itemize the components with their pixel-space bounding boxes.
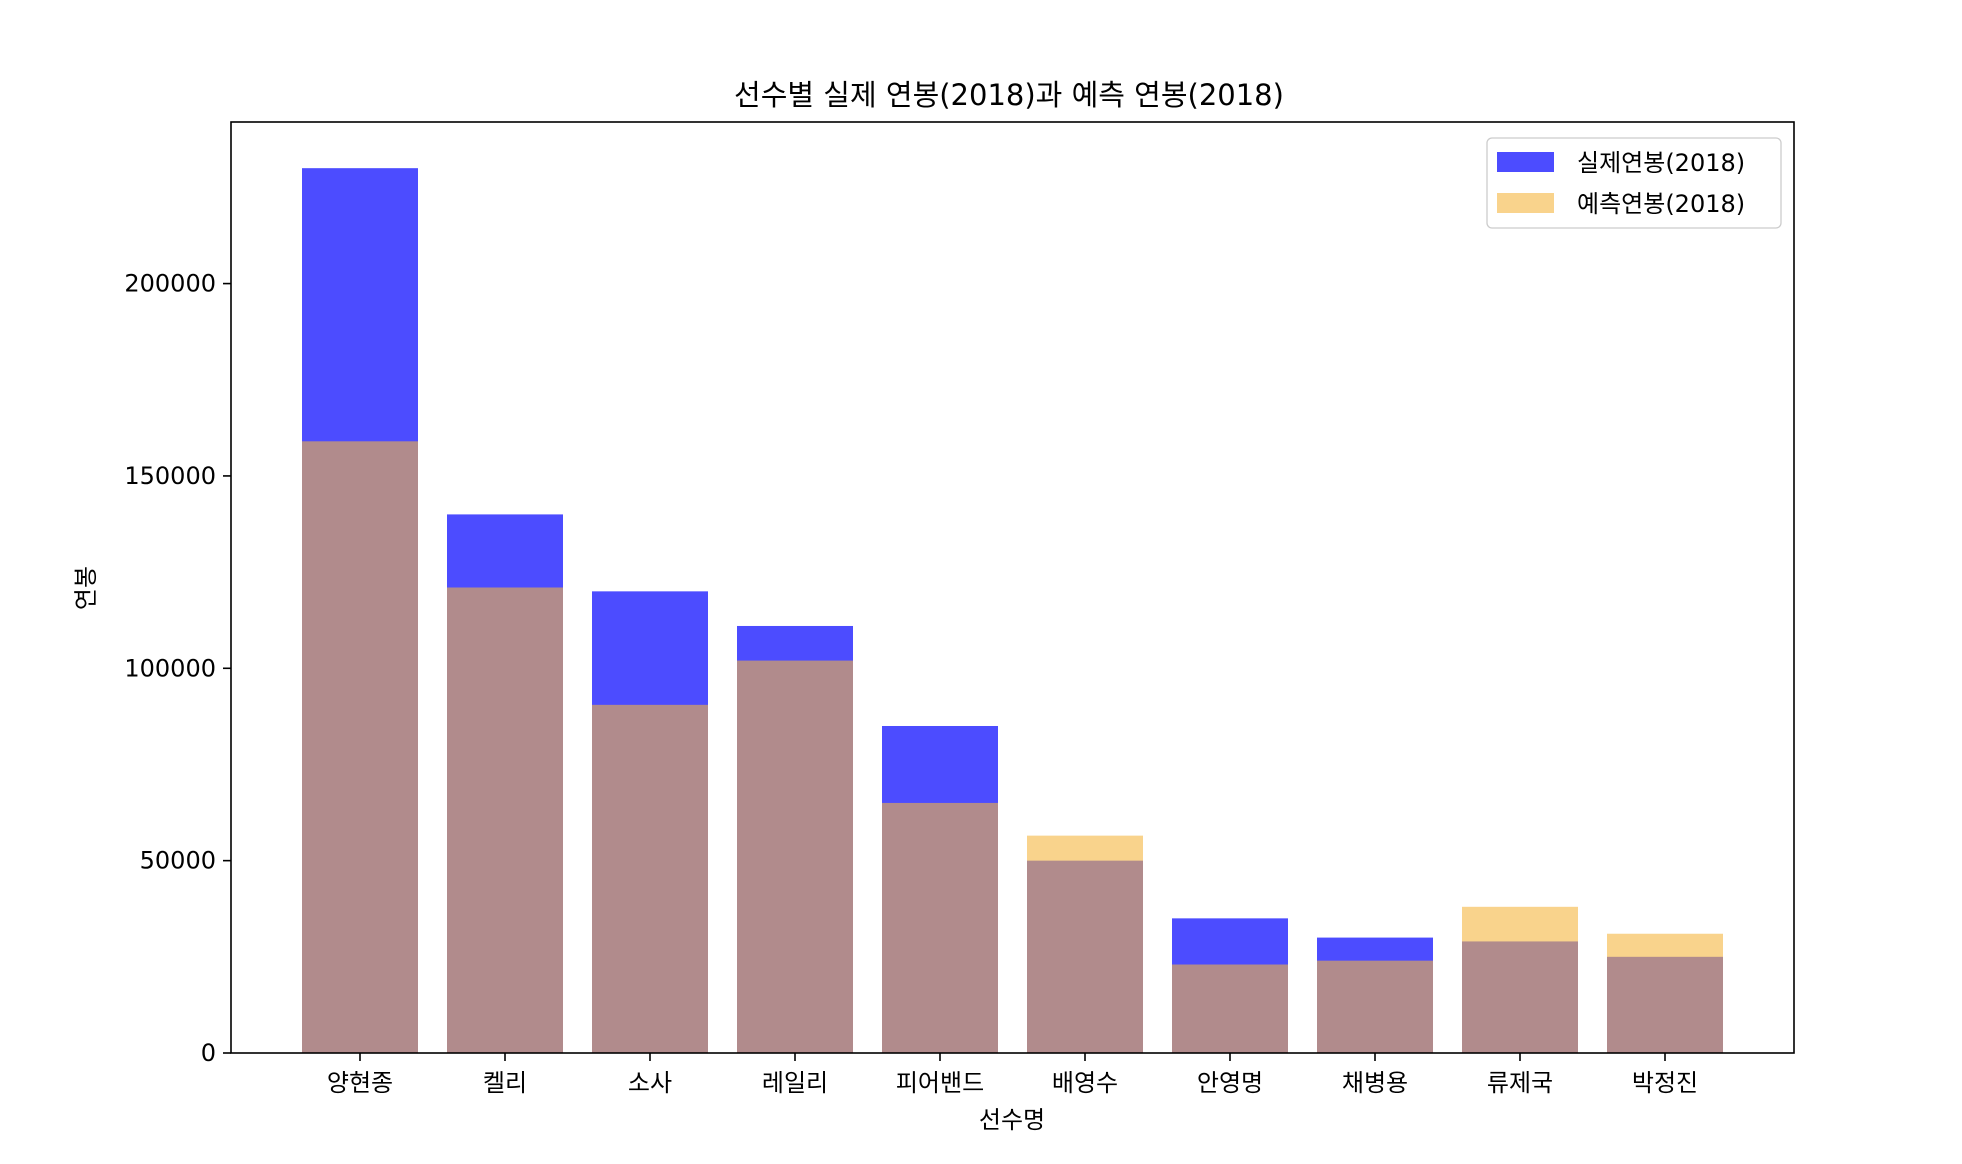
x-tick-label-9: 박정진 [1632,1069,1698,1097]
chart-title: 선수별 실제 연봉(2018)과 예측 연봉(2018) [734,78,1284,112]
legend-swatch-2 [1497,193,1554,213]
bar-series-2-2 [447,587,563,1053]
legend-label-2: 예측연봉(2018) [1577,190,1745,218]
bar-series-2-6 [1027,835,1143,1053]
y-axis: 0 50000 100000 150000 200000 [124,270,231,1067]
bar-series-2-10 [1607,933,1723,1053]
bar-series-2-8 [1317,960,1433,1053]
bar-series-2-1 [302,441,418,1053]
legend-box [1486,137,1782,229]
y-tick-label-3: 150000 [124,462,216,490]
x-tick-label-0: 양현종 [327,1069,393,1097]
bars-layer [302,168,1723,1053]
x-tick-label-3: 레일리 [762,1069,828,1097]
y-tick-label-1: 50000 [140,847,216,875]
bar-series-2-7 [1172,964,1288,1053]
bar-series-2-9 [1462,906,1578,1053]
legend-swatch-1 [1497,152,1554,172]
y-tick-label-2: 100000 [124,654,216,682]
legend-label-1: 실제연봉(2018) [1577,149,1745,177]
x-tick-label-1: 켈리 [483,1069,527,1097]
plot-frame [230,121,1795,1054]
bar-series-2-4 [737,660,853,1053]
x-tick-label-8: 류제국 [1487,1069,1553,1097]
y-axis-label: 연봉 [72,566,100,610]
x-tick-label-7: 채병용 [1342,1069,1408,1097]
x-tick-label-6: 안영명 [1197,1069,1263,1097]
y-tick-label-4: 200000 [124,270,216,298]
bar-series-2-5 [882,802,998,1053]
x-tick-label-4: 피어밴드 [896,1069,984,1097]
x-axis: 양현종 켈리 소사 레일리 피어밴드 배영수 안영명 채병용 류제국 박정진 [327,1053,1698,1097]
x-tick-label-2: 소사 [628,1069,672,1097]
y-tick-label-0: 0 [201,1039,216,1067]
bar-series-2-3 [592,704,708,1053]
legend: 실제연봉(2018) 예측연봉(2018) [1486,137,1782,229]
x-axis-label: 선수명 [979,1106,1045,1134]
x-tick-label-5: 배영수 [1052,1069,1118,1097]
